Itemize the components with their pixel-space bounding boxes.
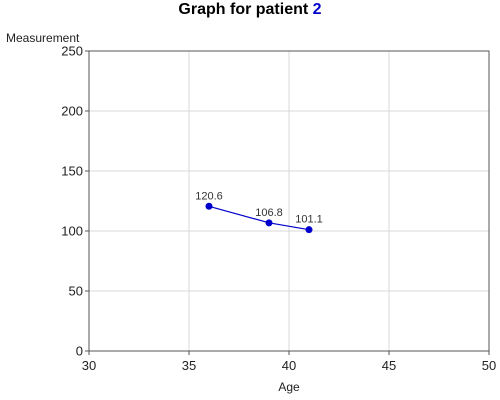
series-group: 120.6 106.8 101.1	[195, 190, 323, 234]
grid	[89, 51, 489, 351]
x-tick-label: 45	[382, 358, 396, 373]
x-tick-label: 35	[182, 358, 196, 373]
chart-title: Graph for patient 2	[0, 0, 500, 20]
data-point	[265, 219, 273, 227]
axis-ticks: 0 50 100 150 200 250 30 35 40 45 50	[61, 44, 496, 374]
y-tick-label: 250	[61, 44, 83, 59]
data-label: 101.1	[295, 214, 323, 226]
y-tick-label: 100	[61, 224, 83, 239]
y-tick-label: 200	[61, 104, 83, 119]
data-label: 106.8	[255, 207, 283, 219]
x-axis-label: Age	[278, 380, 300, 394]
chart-title-text: Graph for patient	[178, 1, 313, 18]
x-tick-label: 50	[482, 358, 496, 373]
y-axis-label: Measurement	[6, 31, 80, 45]
y-tick-label: 50	[69, 284, 83, 299]
data-point	[205, 202, 213, 210]
y-tick-label: 0	[76, 344, 83, 359]
data-point	[305, 226, 313, 234]
y-tick-label: 150	[61, 164, 83, 179]
x-tick-label: 30	[82, 358, 96, 373]
x-tick-label: 40	[282, 358, 296, 373]
data-label: 120.6	[195, 190, 223, 202]
patient-id: 2	[312, 1, 322, 18]
